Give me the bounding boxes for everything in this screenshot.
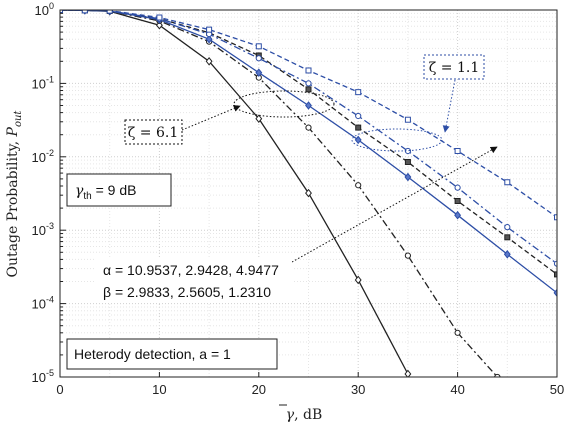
data-point-circle [355,182,362,189]
detection-label: Heterody detection, a = 1 [74,346,231,362]
data-point-diamond [553,288,557,298]
y-tick-label: 10-1 [32,74,54,91]
data-point-square [206,26,213,33]
data-point-diamond [503,249,511,259]
x-axis-symbol: γ [286,407,295,423]
data-point-circle [404,252,411,259]
data-point-diamond [255,114,263,124]
data-point-diamond [155,20,163,30]
series-line [60,10,557,275]
y-tick-base: 10 [32,223,46,238]
data-point-square [404,116,411,123]
data-point-square [504,234,511,241]
data-point-square [305,67,312,74]
data-point-square [454,197,461,204]
y-axis-sub: out [13,110,24,127]
data-point-square [554,214,557,221]
gamma-th-box [66,173,172,207]
y-tick-exponent: -1 [46,74,54,84]
y-tick-label: 10-2 [32,148,54,165]
data-point-diamond [454,210,462,220]
x-tick-label: 0 [56,382,63,397]
x-tick-label: 30 [351,382,365,397]
data-point-diamond [205,57,213,66]
gamma-th-rest: = 9 dB [92,182,137,198]
detection-box [66,338,278,370]
series-6 [60,10,557,221]
gamma-th-label: γth = 9 dB [75,182,136,202]
y-tick-label: 10-5 [32,368,54,385]
data-point-square [355,124,362,131]
x-tick-label: 10 [152,382,166,397]
series-group [60,10,557,377]
parameter-arrow [291,146,498,263]
grid [60,10,557,377]
y-tick-exponent: -3 [46,221,54,231]
x-tick-label: 50 [550,382,564,397]
data-point-square [504,179,511,186]
x-axis-title: γ, dB [286,407,323,423]
zeta-61-ellipse [233,90,335,118]
data-point-diamond [255,68,263,77]
zeta-11-label: ζ = 1.1 [429,60,479,76]
data-point-diamond [404,369,412,377]
data-point-diamond [404,172,412,182]
data-point-diamond [305,101,312,110]
y-tick-label: 10-4 [32,295,54,312]
data-point-circle [454,329,461,336]
data-point-circle [255,55,262,62]
data-point-square [305,86,312,93]
zeta-11-box [423,54,485,80]
plot-frame [59,9,558,378]
data-point-circle [504,224,511,231]
y-axis-title: Outage Probability, Pout [5,110,24,278]
data-point-square [106,10,113,14]
data-point-square [355,89,362,96]
data-point-diamond [354,135,362,145]
alpha-label: α = 10.9537, 2.9428, 4.9477 [103,262,279,278]
y-tick-exponent: -2 [46,148,54,158]
data-point-square [156,14,163,21]
gamma-th-sub: th [83,191,91,202]
y-tick-base: 10 [35,3,49,18]
data-point-square [554,271,557,278]
zeta-61-box [124,119,183,145]
y-tick-exponent: 0 [49,1,54,11]
data-point-square [404,158,411,165]
x-axis-unit: , dB [294,407,322,423]
data-point-square [60,10,63,13]
series-line [60,10,557,265]
y-axis-symbol: P [5,126,21,137]
beta-label: β = 2.9833, 2.5605, 1.2310 [103,284,271,300]
zeta-11-ellipse [351,128,443,152]
y-tick-base: 10 [32,297,46,312]
y-tick-exponent: -5 [46,368,54,378]
y-tick-base: 10 [32,370,46,385]
y-tick-label: 10-3 [32,221,54,238]
y-tick-base: 10 [32,150,46,165]
zeta-61-label: ζ = 6.1 [128,125,178,141]
data-point-circle [305,124,312,131]
gamma-th-symbol: γ [75,183,84,199]
parameter-label-bg [96,257,292,303]
y-tick-exponent: -4 [46,295,54,305]
data-point-circle [355,112,362,120]
data-point-square [255,43,262,50]
x-tick-label: 20 [252,382,266,397]
data-point-diamond [354,275,362,285]
data-point-circle [305,80,312,87]
data-point-circle [553,260,557,267]
data-point-diamond [205,34,213,44]
x-tick-label: 40 [450,382,464,397]
data-point-square [454,147,461,154]
y-axis-main: Outage Probability, [5,136,21,277]
y-tick-base: 10 [32,76,46,91]
data-point-diamond [305,188,312,198]
data-point-circle [454,184,461,191]
y-tick-label: 100 [35,1,54,18]
